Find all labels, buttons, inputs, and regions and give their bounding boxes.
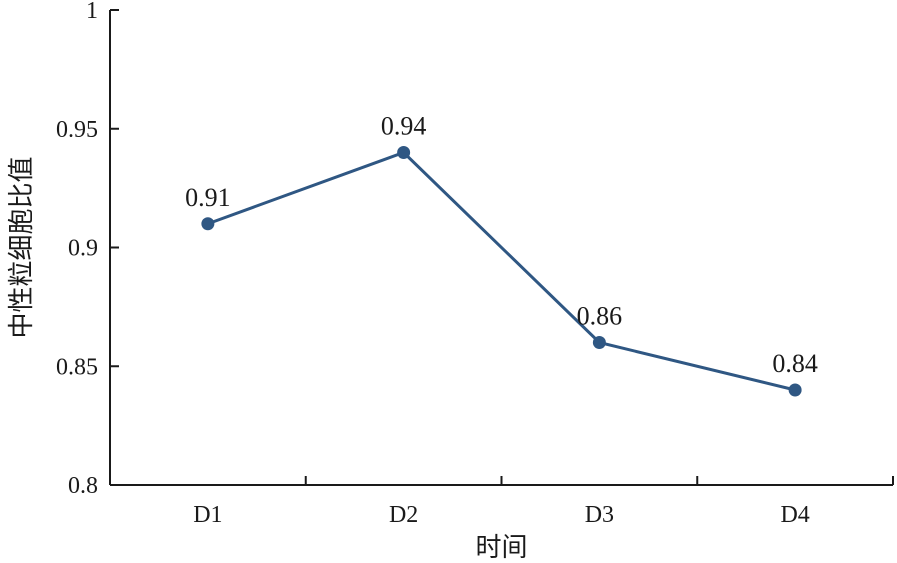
data-point [397,146,411,159]
data-label: 0.94 [381,112,427,141]
data-label: 0.84 [772,349,818,378]
y-tick-label: 0.95 [56,117,98,143]
data-label: 0.91 [185,183,231,212]
data-point [201,217,215,231]
y-axis-ticks: 0.8 0.85 0.9 0.95 1 [56,0,119,499]
x-axis-ticks: D1 D2 D3 D4 [193,476,894,528]
y-axis-title: 中性粒细胞比值 [7,156,36,338]
data-point [788,383,802,397]
data-point [592,336,606,349]
data-label: 0.86 [577,302,623,331]
y-tick-label: 0.8 [68,473,98,499]
x-tick-label: D3 [585,502,614,528]
y-tick-label: 0.85 [56,354,98,380]
x-tick-label: D2 [389,502,418,528]
x-tick-label: D4 [780,502,809,528]
x-tick-label: D1 [193,502,222,528]
y-tick-label: 0.9 [68,236,98,262]
data-labels: 0.91 0.94 0.86 0.84 [185,112,818,379]
x-axis-title: 时间 [475,533,527,562]
series-layer [201,146,802,397]
series-line [207,150,796,392]
y-tick-label: 1 [86,0,98,24]
